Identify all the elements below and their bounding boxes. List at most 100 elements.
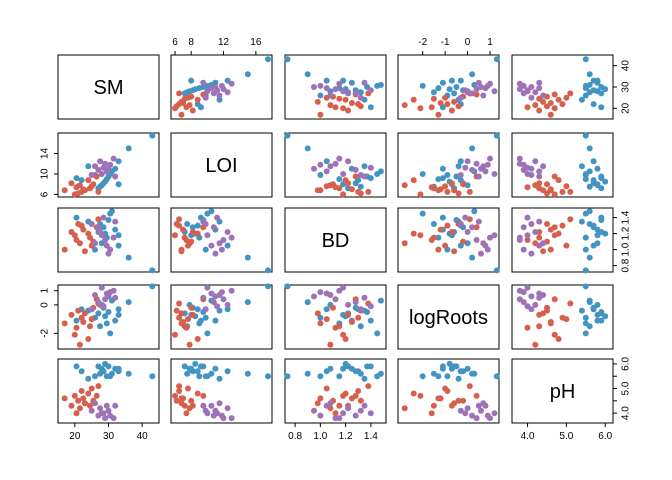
tick-label: 6.0 <box>621 357 632 371</box>
data-point <box>73 324 80 331</box>
data-point <box>348 319 355 325</box>
data-point <box>435 176 442 183</box>
data-point <box>455 190 462 197</box>
data-point <box>183 410 190 417</box>
data-point <box>532 301 539 308</box>
data-point <box>228 234 235 241</box>
data-point <box>598 185 605 192</box>
data-point <box>357 94 364 101</box>
data-point <box>598 317 605 324</box>
data-point <box>102 296 109 303</box>
data-point <box>332 160 339 167</box>
data-point <box>567 90 574 97</box>
data-point <box>200 218 207 225</box>
data-point <box>97 405 104 412</box>
data-point <box>68 311 75 318</box>
data-point <box>582 56 589 63</box>
panel-frame <box>57 54 160 120</box>
tick-label: 0 <box>40 302 51 308</box>
data-point <box>536 85 543 92</box>
data-point <box>88 316 95 323</box>
data-point <box>401 102 408 109</box>
data-point <box>528 250 535 257</box>
panel-LOI-vs-BD <box>284 132 387 198</box>
data-point <box>352 173 359 180</box>
data-point <box>178 400 185 407</box>
data-point <box>244 299 251 306</box>
data-point <box>524 184 531 191</box>
data-point <box>401 182 408 189</box>
data-point <box>327 400 334 407</box>
tick-label: 8 <box>188 37 194 48</box>
data-point <box>478 407 484 414</box>
data-point <box>448 365 455 372</box>
data-point <box>457 368 464 375</box>
tick-label: 5.0 <box>621 381 632 395</box>
data-point <box>520 299 527 306</box>
data-point <box>220 237 227 243</box>
data-point <box>469 412 476 419</box>
data-point <box>107 373 114 380</box>
data-point <box>327 341 334 348</box>
data-point <box>532 102 539 109</box>
data-point <box>212 250 219 257</box>
data-point <box>284 373 291 380</box>
data-point <box>115 242 122 249</box>
data-point <box>473 392 480 399</box>
data-point <box>73 175 80 182</box>
data-point <box>487 80 493 87</box>
data-point <box>345 311 352 318</box>
data-point <box>446 86 453 93</box>
data-point <box>464 229 471 235</box>
data-point <box>439 214 446 221</box>
tick-label: 6 <box>172 37 178 48</box>
data-point <box>473 237 480 243</box>
data-point <box>330 304 336 311</box>
data-point <box>112 294 119 301</box>
data-point <box>317 320 324 327</box>
data-point <box>68 180 75 187</box>
panel-logRoots-vs-pH <box>511 283 614 350</box>
data-point <box>327 365 334 372</box>
data-point <box>410 390 417 397</box>
data-point <box>417 232 424 239</box>
data-point <box>367 317 374 324</box>
data-point <box>115 365 122 372</box>
data-point <box>88 172 95 178</box>
data-point <box>469 145 476 152</box>
data-point <box>87 323 93 330</box>
tick-label: -2 <box>418 37 427 48</box>
data-point <box>202 94 209 101</box>
data-point <box>68 402 75 409</box>
data-point <box>184 221 191 227</box>
data-point <box>173 307 180 314</box>
data-point <box>115 181 122 188</box>
data-point <box>469 254 476 261</box>
data-point <box>188 304 195 311</box>
data-point <box>125 145 132 152</box>
data-point <box>304 71 311 78</box>
data-point <box>204 330 211 337</box>
data-point <box>336 80 343 87</box>
data-point <box>482 85 489 92</box>
data-point <box>528 293 535 300</box>
data-point <box>430 95 437 102</box>
data-point <box>95 310 102 317</box>
data-point <box>103 402 110 409</box>
data-point <box>551 173 558 180</box>
data-point <box>524 232 531 239</box>
data-point <box>92 373 98 380</box>
data-point <box>210 224 217 231</box>
data-point <box>567 188 574 195</box>
data-point <box>202 306 209 313</box>
data-point <box>115 306 122 313</box>
data-point <box>214 214 221 221</box>
data-point <box>71 392 78 399</box>
data-point <box>357 190 364 197</box>
data-point <box>314 98 321 105</box>
data-point <box>81 248 88 255</box>
data-point <box>105 309 112 315</box>
data-point <box>475 218 482 225</box>
data-point <box>352 90 359 97</box>
